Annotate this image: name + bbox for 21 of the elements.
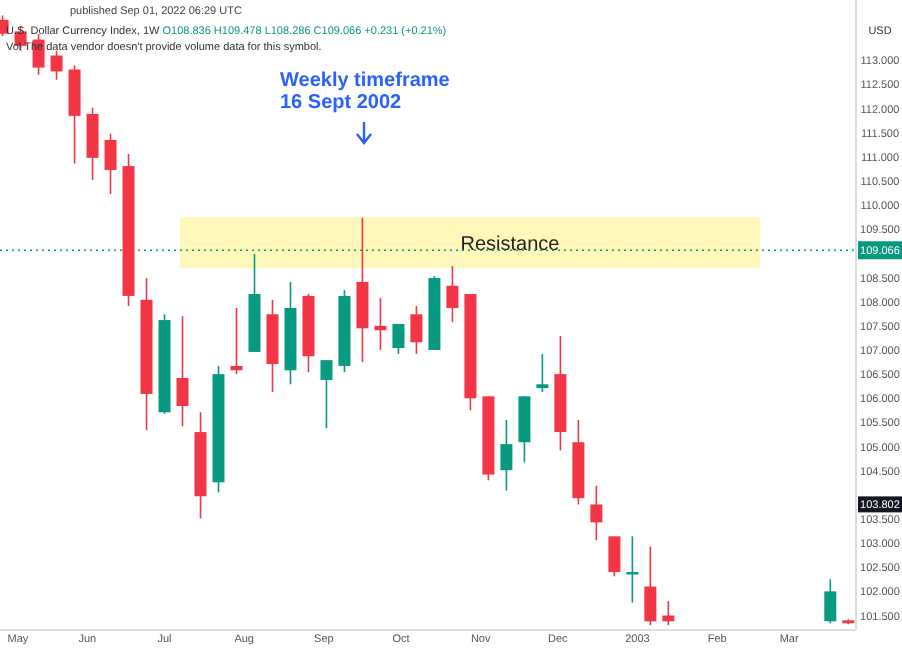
candlestick	[356, 216, 369, 363]
candlestick	[590, 484, 603, 542]
candlestick	[518, 395, 531, 464]
candlestick	[608, 535, 621, 578]
annotation: Weekly timeframe 16 Sept 2002	[280, 70, 451, 114]
candlestick	[446, 265, 459, 323]
candlestick	[68, 64, 81, 165]
candlestick	[644, 545, 657, 626]
candlestick	[500, 419, 513, 492]
candlestick	[536, 353, 549, 393]
candlestick	[50, 49, 63, 81]
candlestick	[392, 323, 405, 355]
candlestick	[320, 359, 333, 430]
candlestick	[176, 315, 189, 428]
candlestick	[410, 305, 423, 355]
candlestick	[824, 578, 837, 625]
candlestick	[374, 297, 387, 351]
candlestick	[86, 106, 99, 181]
candlestick	[104, 132, 117, 195]
candlestick	[230, 307, 243, 375]
band-label: Resistance	[460, 233, 561, 256]
